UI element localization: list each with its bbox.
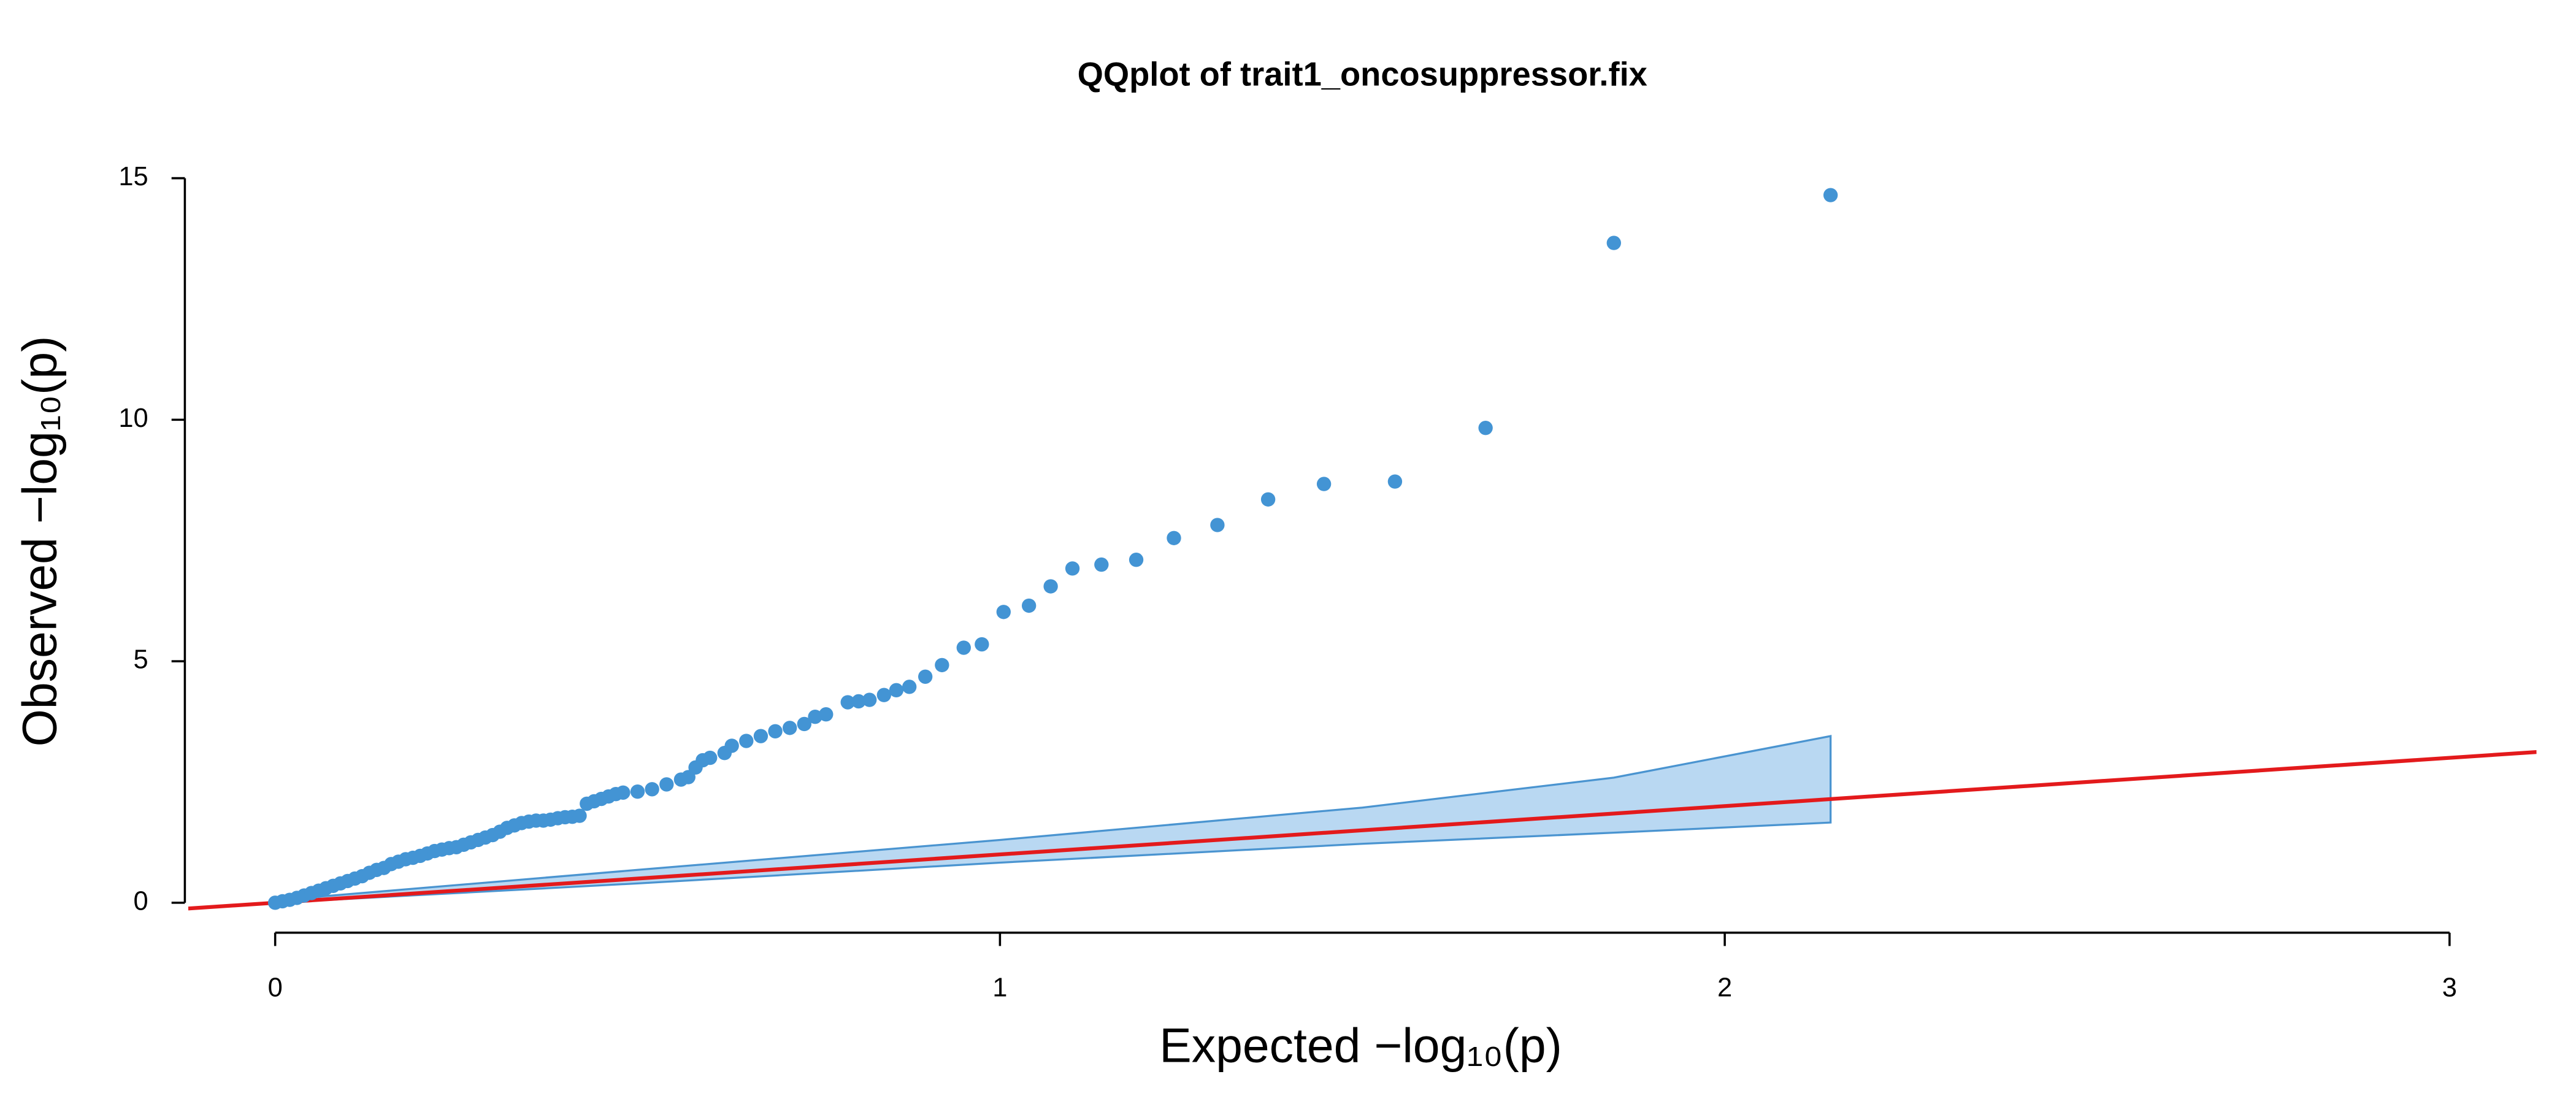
reference-line [188,750,2537,911]
chart-title: QQplot of trait1_oncosuppressor.fix [1078,55,1647,93]
point [1823,188,1838,202]
point [935,657,949,673]
point [768,724,783,738]
x-tick-label: 0 [268,973,283,1002]
point [1129,553,1144,567]
y-tick-label: 0 [134,886,148,916]
point [1094,557,1109,572]
point [1065,561,1080,576]
point [753,729,769,743]
point [739,734,754,748]
point [724,738,739,753]
x-axis-label: Expected −log₁₀(p) [1159,1019,1562,1073]
point [659,777,674,792]
point [808,709,822,724]
point [703,750,718,765]
y-tick-label: 5 [134,645,148,675]
x-tick-label: 2 [1717,973,1732,1002]
point [975,637,989,652]
point [1167,531,1181,545]
point [862,692,877,707]
point [1260,492,1276,507]
point [645,782,659,797]
point [797,716,811,732]
point [1043,579,1058,594]
point [783,721,797,735]
x-tick-label: 3 [2442,973,2457,1002]
y-tick-label: 10 [118,404,148,433]
point [902,680,917,694]
point [840,695,855,710]
point [1021,598,1037,613]
point [1606,236,1621,250]
y-axis-label: Observed −log₁₀(p) [12,336,66,747]
point [616,785,631,800]
point [819,707,834,722]
confidence-band [274,735,1832,904]
point [1387,474,1403,489]
point [918,669,933,684]
y-tick-label: 15 [118,162,148,191]
point [1478,421,1493,435]
point [996,605,1011,619]
point [572,808,587,823]
point [630,784,645,799]
point [876,688,891,702]
x-tick-label: 1 [992,973,1007,1002]
point [851,694,866,709]
point [889,683,904,698]
point [956,640,971,655]
point [1210,518,1225,532]
point [1316,477,1332,491]
